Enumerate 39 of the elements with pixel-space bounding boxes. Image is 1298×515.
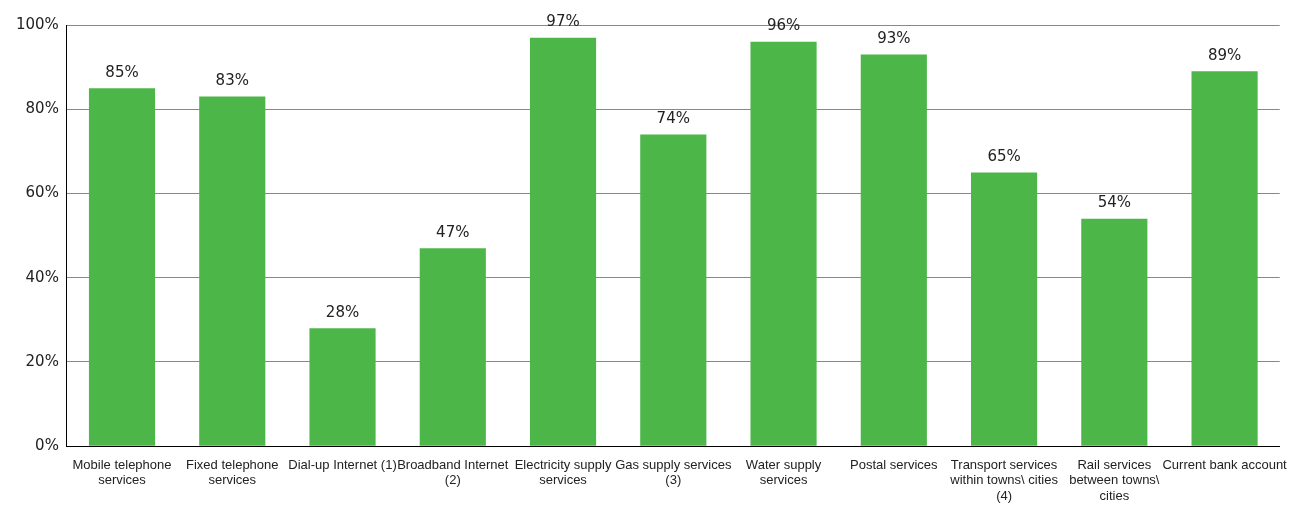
x-tick-label: Broadband Internet (2)	[397, 456, 509, 488]
data-label: 74%	[656, 108, 690, 127]
data-label: 89%	[1207, 45, 1242, 64]
bar	[529, 37, 597, 446]
x-tick-label: Gas supply services (3)	[615, 456, 732, 488]
data-label: 93%	[877, 28, 911, 47]
x-tick-label: Dial-up Internet (1)	[288, 456, 397, 472]
data-label: 54%	[1097, 193, 1131, 212]
x-tick-label: Rail services between towns\ cities	[1069, 456, 1160, 503]
x-tick-label: Electricity supply services	[514, 456, 612, 488]
bar	[860, 54, 927, 446]
bar	[88, 88, 156, 446]
bar	[199, 96, 266, 446]
x-tick-label: Fixed telephone services	[186, 456, 279, 488]
y-tick-label: 60%	[25, 183, 59, 202]
bar	[1191, 71, 1258, 446]
x-tick-label: Current bank account	[1162, 456, 1288, 472]
data-label: 83%	[215, 70, 249, 89]
data-label: 65%	[987, 146, 1021, 165]
y-tick-label: 80%	[25, 99, 59, 118]
data-label: 97%	[546, 12, 580, 31]
bar	[970, 172, 1038, 446]
data-label: 96%	[766, 16, 801, 35]
x-tick-label: Mobile telephone services	[72, 456, 172, 488]
bar	[750, 41, 817, 446]
data-label: 28%	[325, 302, 360, 321]
bar	[309, 328, 376, 446]
data-label: 47%	[436, 222, 470, 241]
y-tick-label: 0%	[35, 436, 59, 455]
bar	[640, 134, 707, 446]
y-tick-label: 20%	[25, 351, 59, 370]
bar	[419, 248, 486, 446]
x-tick-label: Water supply services	[745, 456, 822, 488]
data-label: 85%	[105, 62, 139, 81]
y-tick-label: 40%	[25, 267, 59, 286]
x-tick-label: Postal services	[850, 456, 939, 472]
x-tick-label: Transport services within towns\ cities (4)	[949, 456, 1059, 503]
bar	[1081, 218, 1148, 446]
y-tick-label: 100%	[15, 14, 59, 33]
